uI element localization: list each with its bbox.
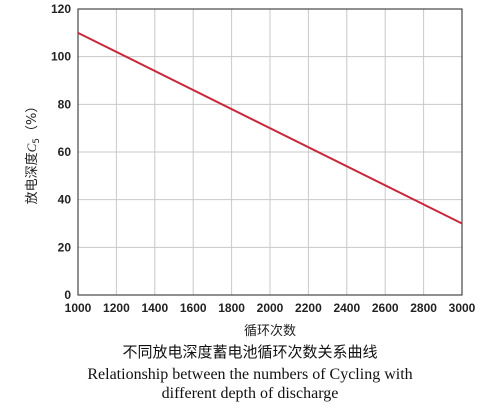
y-tick-label: 0 bbox=[64, 288, 71, 302]
y-axis-label: 放电深度C5（%） bbox=[24, 100, 42, 205]
y-tick-label: 60 bbox=[58, 145, 72, 159]
x-tick-label: 2200 bbox=[295, 301, 322, 315]
y-axis-label-unit: （%） bbox=[25, 100, 40, 138]
y-tick-label: 80 bbox=[58, 97, 72, 111]
caption-english-line-1: Relationship between the numbers of Cycl… bbox=[87, 366, 413, 383]
y-tick-label: 40 bbox=[58, 193, 72, 207]
x-tick-label: 2800 bbox=[410, 301, 437, 315]
y-axis-label-sub: 5 bbox=[32, 138, 42, 144]
x-axis-label: 循环次数 bbox=[244, 323, 296, 339]
x-tick-label: 3000 bbox=[449, 301, 476, 315]
y-axis-label-var: C bbox=[24, 143, 39, 152]
caption-english: Relationship between the numbers of Cycl… bbox=[0, 365, 500, 403]
y-tick-labels: 0 20 40 60 80 100 120 bbox=[51, 2, 71, 302]
y-tick-label: 20 bbox=[58, 240, 72, 254]
x-tick-labels: 1000 1200 1400 1600 1800 2000 2200 2400 2600 2800… bbox=[65, 301, 476, 315]
grid bbox=[77, 8, 463, 296]
x-tick-label: 1200 bbox=[103, 301, 130, 315]
y-axis-label-main: 放电深度 bbox=[24, 152, 40, 204]
caption-chinese: 不同放电深度蓄电池循环次数关系曲线 bbox=[122, 343, 378, 361]
x-tick-label: 1600 bbox=[180, 301, 207, 315]
chart: 1000 1200 1400 1600 1800 2000 2200 2400 2600 2800… bbox=[24, 2, 476, 339]
x-tick-label: 1400 bbox=[141, 301, 168, 315]
x-tick-label: 1800 bbox=[218, 301, 245, 315]
x-tick-label: 2600 bbox=[372, 301, 399, 315]
series-layer bbox=[77, 31, 463, 225]
y-tick-label: 120 bbox=[51, 2, 71, 16]
x-tick-label: 1000 bbox=[65, 301, 92, 315]
caption-english-line-2: different depth of discharge bbox=[161, 385, 339, 402]
x-tick-label: 2000 bbox=[257, 301, 284, 315]
series-line bbox=[77, 31, 463, 225]
x-tick-label: 2400 bbox=[333, 301, 360, 315]
y-tick-label: 100 bbox=[51, 50, 71, 64]
plot-frame bbox=[77, 8, 463, 296]
